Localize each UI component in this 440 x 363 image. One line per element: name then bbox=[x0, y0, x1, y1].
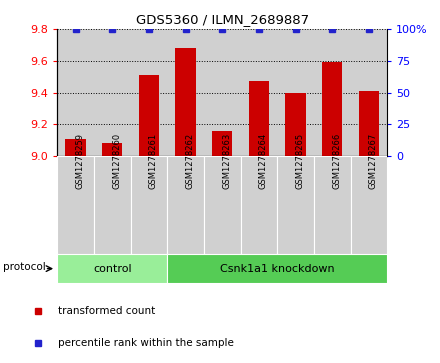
FancyBboxPatch shape bbox=[167, 156, 204, 254]
Bar bbox=[66, 139, 86, 156]
Bar bbox=[322, 62, 342, 156]
Bar bbox=[94, 29, 131, 156]
Text: percentile rank within the sample: percentile rank within the sample bbox=[58, 338, 234, 348]
Bar bbox=[176, 48, 196, 156]
Bar bbox=[212, 131, 232, 156]
Text: control: control bbox=[93, 264, 132, 274]
Text: GSM1278264: GSM1278264 bbox=[259, 133, 268, 189]
Text: GSM1278262: GSM1278262 bbox=[186, 133, 194, 189]
Bar bbox=[139, 75, 159, 156]
Bar bbox=[57, 29, 94, 156]
FancyBboxPatch shape bbox=[351, 156, 387, 254]
Bar bbox=[131, 29, 167, 156]
Bar bbox=[314, 29, 351, 156]
FancyBboxPatch shape bbox=[167, 254, 387, 283]
Bar bbox=[241, 29, 277, 156]
Bar bbox=[102, 143, 122, 156]
FancyBboxPatch shape bbox=[94, 156, 131, 254]
Bar bbox=[277, 29, 314, 156]
Text: Csnk1a1 knockdown: Csnk1a1 knockdown bbox=[220, 264, 334, 274]
Text: GSM1278267: GSM1278267 bbox=[369, 133, 378, 189]
FancyBboxPatch shape bbox=[314, 156, 351, 254]
Text: GSM1278266: GSM1278266 bbox=[332, 133, 341, 189]
Text: protocol: protocol bbox=[3, 262, 46, 272]
Bar bbox=[249, 81, 269, 156]
Text: GSM1278260: GSM1278260 bbox=[112, 133, 121, 189]
Text: GSM1278265: GSM1278265 bbox=[296, 133, 304, 189]
FancyBboxPatch shape bbox=[204, 156, 241, 254]
Text: transformed count: transformed count bbox=[58, 306, 155, 316]
Bar bbox=[359, 91, 379, 156]
FancyBboxPatch shape bbox=[57, 156, 94, 254]
Bar bbox=[204, 29, 241, 156]
Text: GSM1278259: GSM1278259 bbox=[76, 133, 84, 189]
FancyBboxPatch shape bbox=[57, 254, 167, 283]
FancyBboxPatch shape bbox=[277, 156, 314, 254]
Text: GSM1278263: GSM1278263 bbox=[222, 133, 231, 189]
Bar bbox=[351, 29, 387, 156]
FancyBboxPatch shape bbox=[131, 156, 167, 254]
Bar bbox=[167, 29, 204, 156]
Title: GDS5360 / ILMN_2689887: GDS5360 / ILMN_2689887 bbox=[136, 13, 309, 26]
Bar bbox=[286, 93, 306, 156]
Text: GSM1278261: GSM1278261 bbox=[149, 133, 158, 189]
FancyBboxPatch shape bbox=[241, 156, 277, 254]
